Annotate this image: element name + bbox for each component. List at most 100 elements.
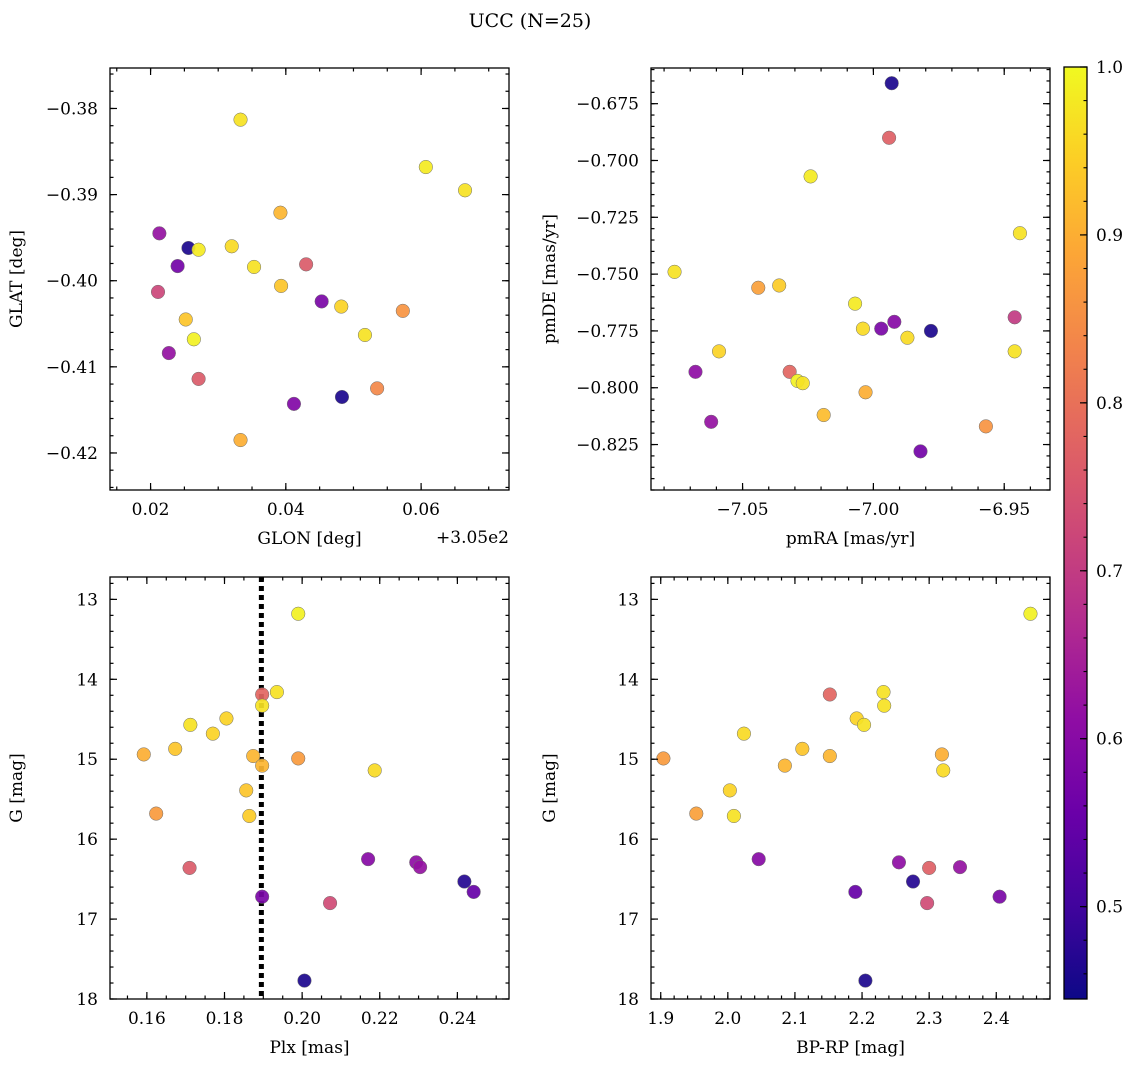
scatter-point xyxy=(255,758,270,773)
scatter-point xyxy=(858,385,873,400)
x-tick-label: 2.4 xyxy=(983,1009,1010,1029)
y-tick-label: −0.39 xyxy=(46,186,98,206)
scatter-point xyxy=(178,312,193,327)
axes-frame xyxy=(650,67,1051,491)
x-tick-label: 0.16 xyxy=(128,1009,166,1029)
scatter-point xyxy=(751,852,766,867)
colorbar-tick-label: 0.6 xyxy=(1096,730,1123,750)
scatter-point xyxy=(361,852,376,867)
colorbar: 0.5 0.6 0.7 0.8 0.9 1.0 xyxy=(1063,58,1123,1000)
scatter-point xyxy=(168,741,183,756)
scatter-point xyxy=(858,973,873,988)
scatter-point xyxy=(273,205,288,220)
scatter-point xyxy=(418,159,433,175)
x-axis-label: Plx [mas] xyxy=(269,1038,349,1058)
scatter-point xyxy=(855,321,870,336)
scatter-point xyxy=(191,371,206,386)
scatter-point xyxy=(457,874,472,889)
x-tick-label: 2.0 xyxy=(714,1009,741,1029)
scatter-point xyxy=(751,280,766,295)
x-tick-label: 2.1 xyxy=(781,1009,808,1029)
scatter-point xyxy=(191,242,206,257)
scatter-point xyxy=(357,327,373,343)
scatter-point xyxy=(920,896,935,911)
scatter-point xyxy=(182,860,197,875)
y-tick-label: −0.42 xyxy=(46,444,98,464)
scatter-point xyxy=(887,314,902,329)
scatter-point xyxy=(882,130,897,145)
x-axis-label: GLON [deg] xyxy=(257,529,361,549)
scatter-point xyxy=(689,806,704,821)
scatter-point xyxy=(242,808,257,824)
scatter-point xyxy=(161,346,176,361)
panel-bprp-g: 1.9 2.0 2.1 2.2 2.3 2.4 13 14 15 16 17 18 BP-RP [mag… xyxy=(540,576,1051,1058)
scatter-point xyxy=(1007,310,1022,325)
scatter-point xyxy=(149,806,164,821)
scatter-point xyxy=(884,76,899,91)
axes-frame xyxy=(650,576,1051,1000)
scatter-point xyxy=(874,321,889,336)
scatter-point xyxy=(726,808,741,824)
y-tick-label: 18 xyxy=(617,990,639,1010)
scatter-point xyxy=(795,376,810,391)
scatter-point xyxy=(233,112,248,127)
scatter-point xyxy=(136,747,151,762)
y-tick-label: −0.40 xyxy=(46,272,98,292)
scatter-point xyxy=(656,751,671,766)
x-tick-label: 0.02 xyxy=(132,500,170,520)
y-tick-label: −0.800 xyxy=(576,379,639,399)
scatter-point xyxy=(978,419,993,434)
y-tick-label: 14 xyxy=(617,670,639,690)
x-tick-label: 0.04 xyxy=(267,500,305,520)
y-tick-label: 13 xyxy=(617,590,639,610)
scatter-point xyxy=(299,257,314,272)
x-tick-label: 0.22 xyxy=(361,1009,399,1029)
scatter-point xyxy=(269,685,284,700)
x-tick-label: −7.05 xyxy=(717,500,769,520)
y-tick-label: 18 xyxy=(76,990,98,1010)
scatter-point xyxy=(413,860,428,875)
scatter-point xyxy=(334,299,349,314)
scatter-point xyxy=(795,741,810,756)
panel-plx-g: 0.16 0.18 0.20 0.22 0.24 13 14 15 16 17 18 Plx [mas… xyxy=(7,576,510,1058)
x-tick-label: −7.00 xyxy=(847,500,899,520)
scatter-point xyxy=(183,717,198,732)
colorbar-gradient xyxy=(1064,67,1087,999)
y-tick-label: 17 xyxy=(617,910,639,930)
colorbar-tick-label: 0.8 xyxy=(1096,394,1123,414)
y-tick-label: −0.825 xyxy=(576,436,639,456)
scatter-point xyxy=(803,169,818,184)
scatter-point xyxy=(736,726,751,741)
x-axis-label: pmRA [mas/yr] xyxy=(786,529,915,549)
scatter-point xyxy=(323,896,338,911)
scatter-point xyxy=(186,332,201,347)
scatter-point xyxy=(314,294,329,309)
scatter-point xyxy=(291,606,306,621)
x-tick-label: 2.2 xyxy=(849,1009,876,1029)
scatter-point xyxy=(1023,606,1038,621)
scatter-point xyxy=(150,284,166,299)
scatter-point xyxy=(876,685,891,700)
colorbar-tick-label: 1.0 xyxy=(1096,58,1123,78)
panel-glon-glat: 0.02 0.04 0.06 −0.38 −0.39 −0.40 −0.41 −0.42 GLO… xyxy=(7,67,510,549)
x-tick-label: 2.3 xyxy=(916,1009,943,1029)
y-tick-label: −0.725 xyxy=(576,208,639,228)
scatter-point xyxy=(457,183,473,198)
scatter-point xyxy=(704,414,719,429)
scatter-point xyxy=(239,783,254,798)
scatter-point xyxy=(857,717,872,732)
scatter-point xyxy=(934,747,949,762)
scatter-point xyxy=(466,884,481,899)
scatter-point xyxy=(952,860,968,875)
scatter-point xyxy=(688,364,703,379)
scatter-point xyxy=(246,748,261,764)
axes-frame xyxy=(109,576,510,1000)
colorbar-tick-label: 0.7 xyxy=(1096,562,1123,582)
scatter-point xyxy=(848,884,863,899)
y-tick-label: 16 xyxy=(617,830,639,850)
y-tick-label: 16 xyxy=(76,830,98,850)
scatter-point xyxy=(667,264,682,279)
y-tick-label: −0.38 xyxy=(46,99,98,119)
points xyxy=(667,76,1027,459)
scatter-point xyxy=(395,303,410,318)
